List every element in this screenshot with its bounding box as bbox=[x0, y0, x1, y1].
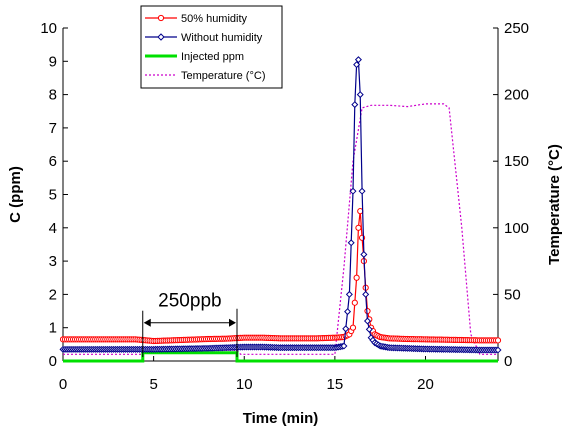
y-tick-label: 0 bbox=[49, 353, 57, 370]
data-point bbox=[347, 239, 355, 247]
data-point bbox=[494, 346, 502, 354]
series-line bbox=[63, 103, 498, 355]
series-0 bbox=[59, 208, 502, 345]
annotation-arrow-left bbox=[143, 318, 151, 327]
data-point bbox=[362, 290, 370, 298]
y-tick-label: 2 bbox=[49, 286, 57, 303]
data-point bbox=[342, 325, 350, 333]
legend-marker bbox=[157, 14, 165, 22]
x-tick-label: 20 bbox=[417, 376, 434, 393]
legend-box bbox=[140, 5, 283, 89]
y-tick-label: 6 bbox=[49, 153, 57, 170]
y-tick-label: 1 bbox=[49, 320, 57, 337]
data-point bbox=[351, 101, 359, 109]
annotation: 250ppb bbox=[142, 291, 238, 357]
y2-tick-label: 150 bbox=[504, 153, 529, 170]
data-point bbox=[363, 317, 372, 325]
legend-item-3: Temperature (°C) bbox=[145, 70, 265, 82]
data-point bbox=[353, 274, 360, 281]
y-tick-label: 5 bbox=[49, 187, 57, 204]
data-point bbox=[355, 224, 362, 231]
legend-label: 50% humidity bbox=[181, 13, 248, 25]
y-axis-title: C (ppm) bbox=[7, 166, 24, 223]
legend-marker bbox=[157, 33, 165, 41]
y2-tick-label: 250 bbox=[504, 20, 529, 37]
data-point bbox=[365, 325, 373, 333]
series-3 bbox=[63, 103, 498, 355]
annotation-label: 250ppb bbox=[158, 291, 221, 312]
data-point bbox=[360, 250, 368, 258]
series-1 bbox=[59, 56, 502, 354]
annotation-layer: 250ppb bbox=[142, 291, 238, 357]
data-point bbox=[353, 61, 361, 69]
y2-axis-title: Temperature (°C) bbox=[546, 144, 563, 265]
x-tick-label: 5 bbox=[149, 376, 157, 393]
data-point bbox=[351, 299, 358, 306]
legend-item-0: 50% humidity bbox=[145, 13, 248, 25]
series-line bbox=[63, 59, 498, 351]
y-tick-label: 7 bbox=[49, 120, 57, 137]
data-point bbox=[356, 91, 364, 99]
x-tick-label: 0 bbox=[59, 376, 67, 393]
data-point bbox=[340, 342, 348, 350]
x-axis-title: Time (min) bbox=[243, 410, 319, 427]
legend-label: Temperature (°C) bbox=[181, 70, 265, 82]
data-point bbox=[345, 290, 353, 298]
y2-tick-label: 200 bbox=[504, 87, 529, 104]
series-line bbox=[63, 351, 498, 363]
y-tick-label: 4 bbox=[49, 220, 57, 237]
y2-tick-label: 50 bbox=[504, 286, 521, 303]
y2-tick-label: 100 bbox=[504, 220, 529, 237]
data-point bbox=[349, 324, 357, 331]
data-point bbox=[354, 56, 362, 64]
annotation-arrow-right bbox=[229, 318, 236, 327]
series-2 bbox=[63, 351, 498, 363]
data-point bbox=[494, 337, 502, 344]
y-tick-label: 9 bbox=[49, 53, 57, 70]
legend-item-2: Injected ppm bbox=[145, 51, 244, 63]
data-point bbox=[344, 308, 352, 316]
legend: 50% humidity Without humidity Injected ppm… bbox=[140, 5, 283, 89]
data-point bbox=[349, 187, 357, 195]
y2-tick-label: 0 bbox=[504, 353, 512, 370]
x-tick-label: 10 bbox=[236, 376, 253, 393]
data-point bbox=[358, 187, 366, 195]
legend-item-1: Without humidity bbox=[145, 32, 263, 44]
series-layer bbox=[59, 56, 502, 363]
x-tick-label: 15 bbox=[327, 376, 344, 393]
legend-label: Without humidity bbox=[181, 32, 263, 44]
y-tick-label: 10 bbox=[40, 20, 57, 37]
y-tick-label: 3 bbox=[49, 253, 57, 270]
legend-label: Injected ppm bbox=[181, 51, 244, 63]
series-line bbox=[63, 211, 498, 342]
y-tick-label: 8 bbox=[49, 87, 57, 104]
